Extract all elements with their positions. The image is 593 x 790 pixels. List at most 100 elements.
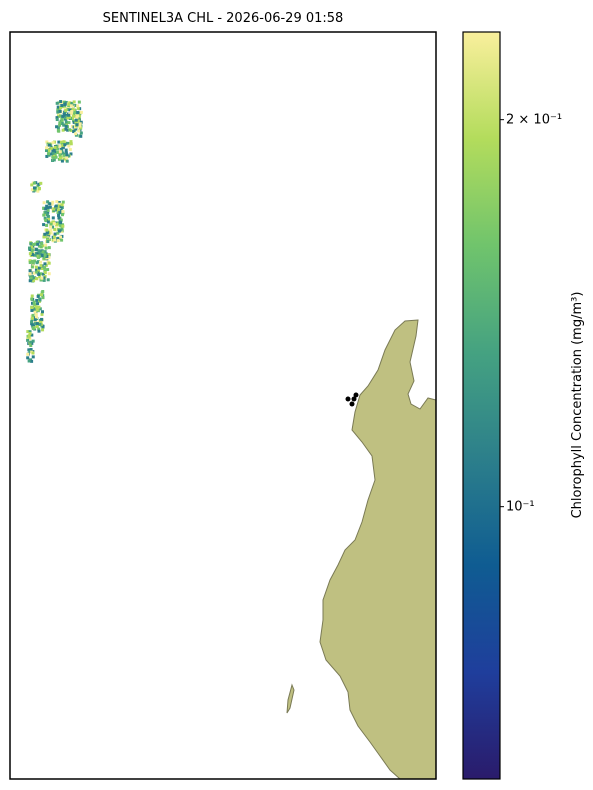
- pixel: [61, 151, 65, 155]
- pixel: [58, 114, 62, 118]
- pixel: [57, 213, 61, 217]
- pixel: [72, 108, 76, 112]
- pixel: [37, 266, 41, 270]
- pixel: [42, 223, 46, 227]
- pixel: [70, 124, 74, 128]
- pixel: [62, 157, 66, 161]
- pixel: [35, 308, 39, 312]
- pixel: [69, 142, 73, 146]
- pixel: [60, 230, 64, 234]
- pixel: [40, 266, 44, 270]
- pixel: [30, 359, 34, 363]
- pixel: [69, 152, 73, 156]
- pixel: [46, 200, 50, 204]
- pixel: [62, 153, 66, 157]
- pixel: [51, 225, 55, 229]
- pixel: [43, 256, 47, 260]
- pixel: [32, 181, 36, 185]
- pixel: [59, 100, 63, 104]
- pixel: [47, 272, 51, 276]
- pixel: [47, 153, 51, 157]
- pixel: [54, 204, 58, 208]
- pixel: [60, 238, 64, 242]
- pixel: [69, 111, 73, 115]
- pixel: [61, 114, 65, 118]
- pixel: [46, 210, 50, 214]
- pixel: [44, 210, 48, 214]
- pixel: [57, 200, 61, 204]
- pixel: [63, 103, 67, 107]
- pixel: [72, 120, 76, 124]
- pixel: [60, 148, 64, 152]
- pixel: [72, 100, 76, 104]
- pixel: [65, 122, 69, 126]
- pixel: [45, 233, 49, 237]
- pixel: [28, 350, 32, 354]
- pixel: [30, 333, 34, 337]
- pixel: [64, 120, 68, 124]
- pixel: [30, 320, 34, 324]
- colorbar-ticks: 2 × 10⁻¹ 10⁻¹: [500, 113, 562, 515]
- pixel: [55, 224, 59, 228]
- pixel: [55, 116, 59, 120]
- pixel: [39, 320, 43, 324]
- pixel: [46, 240, 50, 244]
- pixel: [47, 255, 51, 259]
- pixel: [51, 151, 55, 155]
- pixel: [72, 119, 76, 123]
- pixel: [75, 123, 79, 127]
- pixel: [32, 323, 36, 327]
- pixel: [28, 330, 32, 334]
- pixel: [33, 253, 37, 257]
- pixel: [41, 324, 45, 328]
- pixel: [62, 112, 66, 116]
- pixel: [53, 227, 57, 231]
- pixel: [36, 252, 40, 256]
- pixel: [30, 294, 34, 298]
- pixel: [30, 259, 34, 263]
- pixel: [58, 144, 62, 148]
- pixel: [46, 209, 50, 213]
- pixel: [52, 156, 56, 160]
- pixel: [56, 108, 60, 112]
- pixel: [45, 140, 49, 144]
- pixel: [60, 121, 64, 125]
- pixel: [46, 278, 50, 282]
- pixel: [61, 145, 65, 149]
- pixel: [53, 145, 57, 149]
- pixel: [62, 140, 66, 144]
- pixel: [64, 108, 68, 112]
- pixel: [60, 226, 64, 230]
- pixel: [58, 123, 62, 127]
- pixel: [56, 126, 60, 130]
- pixel: [58, 153, 62, 157]
- pixel: [26, 330, 30, 334]
- pixel: [61, 209, 65, 213]
- pixel: [40, 312, 44, 316]
- pixel: [47, 261, 51, 265]
- pixel: [59, 235, 63, 239]
- pixel: [59, 209, 63, 213]
- pixel: [77, 117, 81, 121]
- pixel: [34, 248, 38, 252]
- pixel: [30, 316, 34, 320]
- pixel: [61, 224, 65, 228]
- pixel: [43, 250, 47, 254]
- pixel: [56, 231, 60, 235]
- pixel: [74, 118, 78, 122]
- pixel: [72, 130, 76, 134]
- pixel: [46, 220, 50, 224]
- pixel: [79, 126, 83, 130]
- pixel: [51, 141, 55, 145]
- colorbar-label: Chlorophyll Concentration (mg/m³): [570, 292, 585, 519]
- pixel: [67, 102, 71, 106]
- pixel: [29, 276, 33, 280]
- pixel: [38, 260, 42, 264]
- map-title: SENTINEL3A CHL - 2026-06-29 01:58: [103, 11, 344, 26]
- pixel: [64, 141, 68, 145]
- pixel: [68, 128, 72, 132]
- pixel: [61, 128, 65, 132]
- pixel: [33, 307, 37, 311]
- pixel: [36, 294, 40, 298]
